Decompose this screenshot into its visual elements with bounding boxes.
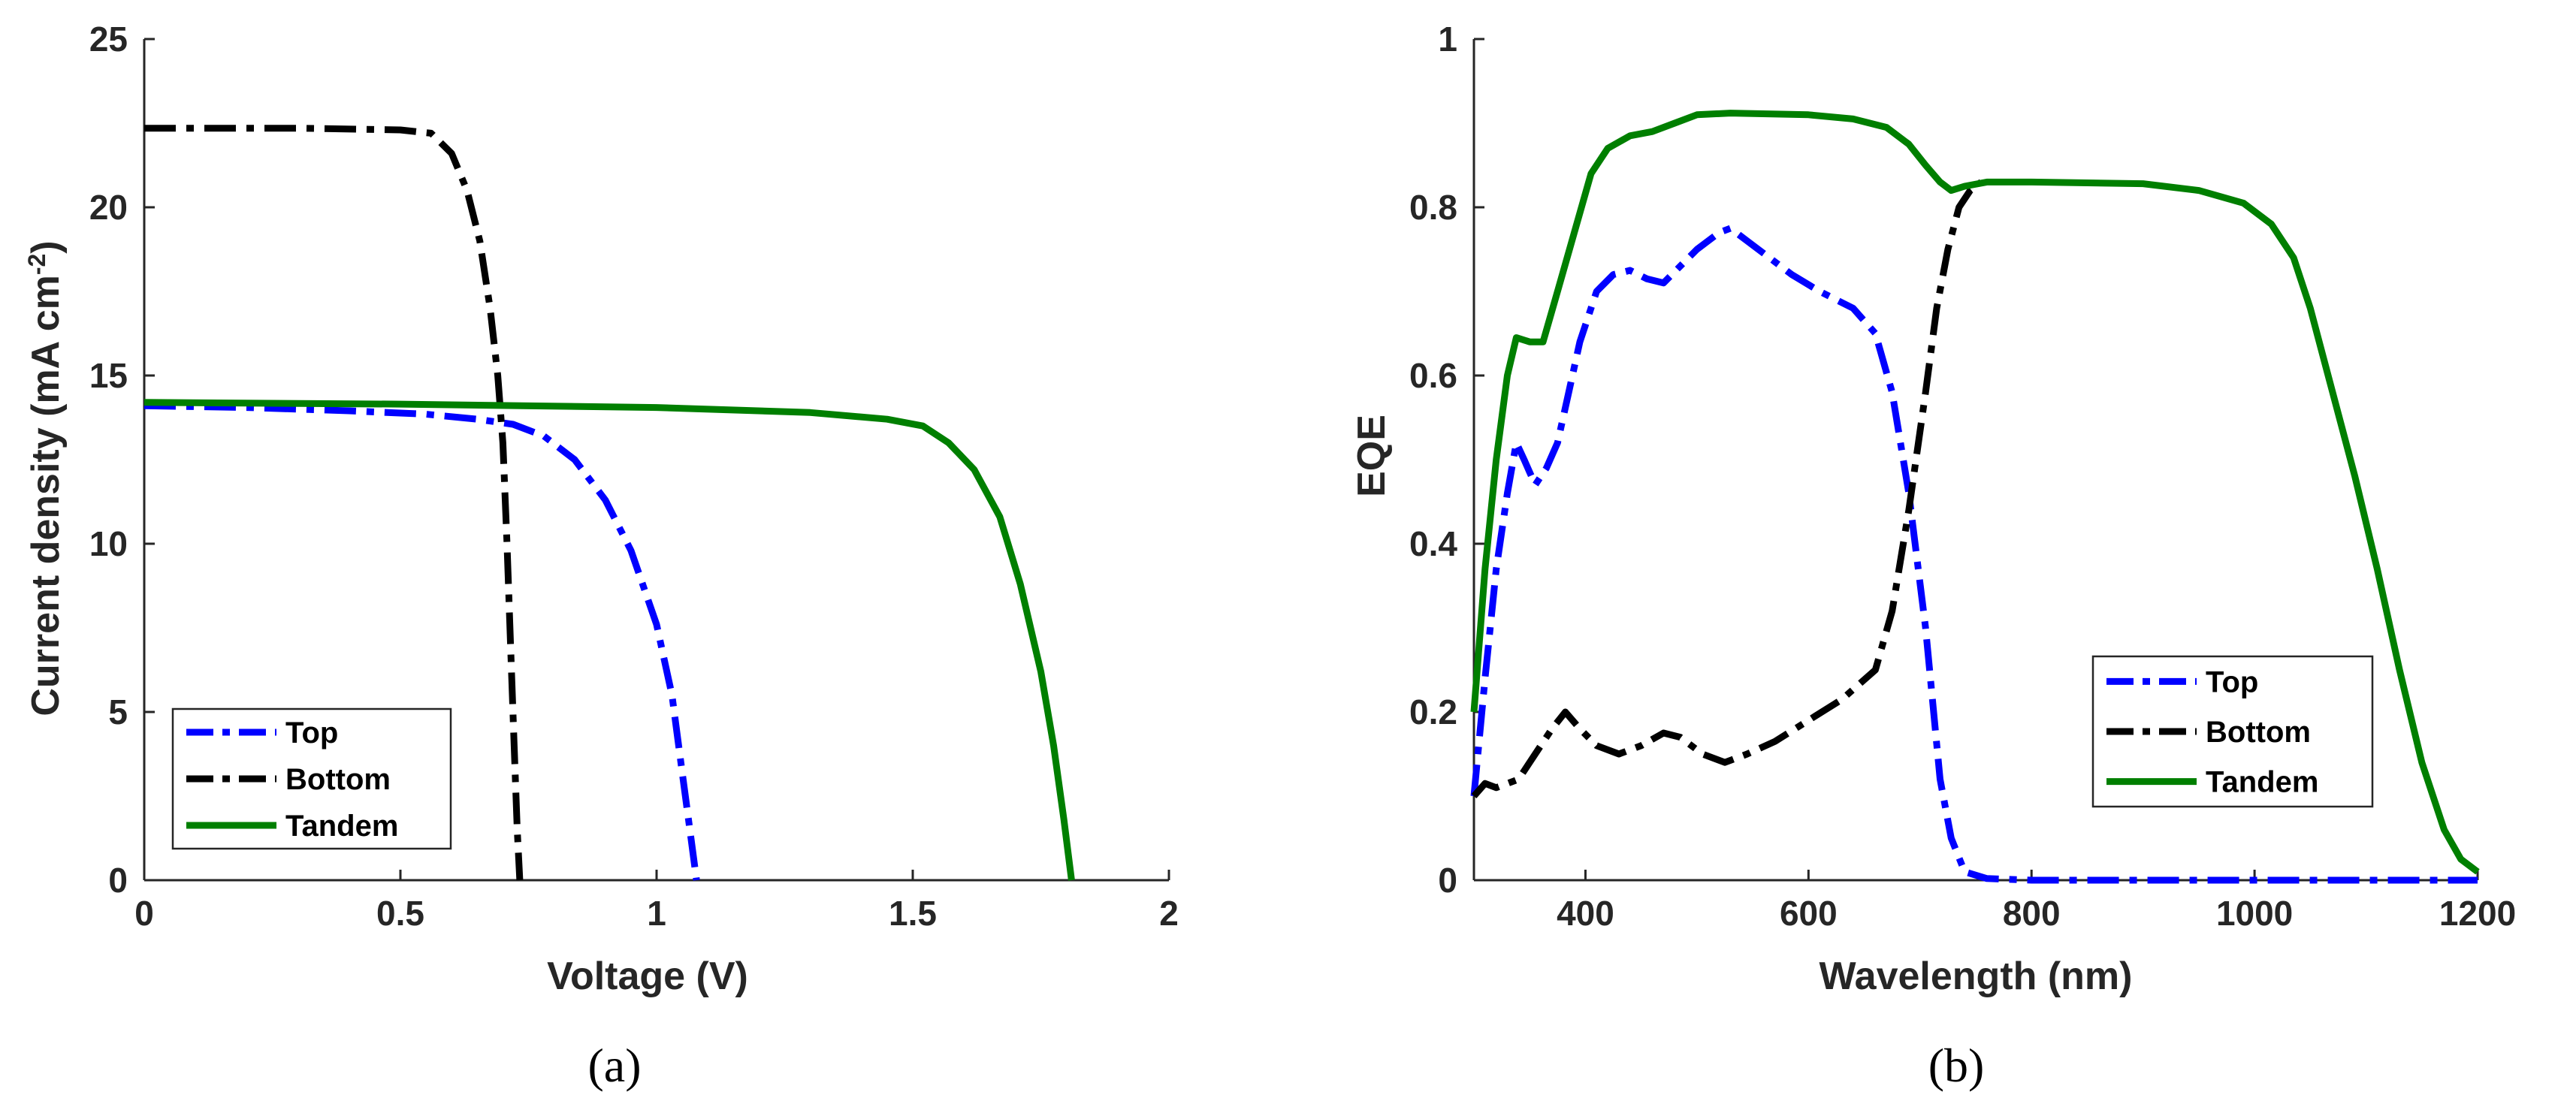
series-line-bottom-b <box>1471 179 1984 798</box>
x-axis-label-b: Wavelength (nm) <box>1820 955 2133 998</box>
y-tick-label-b: 1 <box>1438 20 1457 59</box>
legend-label-bottom-b: Bottom <box>2206 716 2311 749</box>
x-tick-label-a: 1.5 <box>889 894 937 933</box>
y-tick-label-b: 0.8 <box>1409 188 1457 227</box>
legend-label-top-a: Top <box>285 716 338 750</box>
legend-label-tandem-b: Tandem <box>2206 766 2318 799</box>
x-tick-label-b: 400 <box>1557 894 1614 933</box>
x-axis-label-a: Voltage (V) <box>547 955 748 998</box>
panel-label-a: (a) <box>587 1039 641 1092</box>
y-tick-label-a: 0 <box>108 861 128 900</box>
series-line-top-a <box>143 402 700 881</box>
x-tick-label-b: 800 <box>2003 894 2061 933</box>
series-line-tandem-a <box>143 399 1075 881</box>
x-tick-label-b: 1000 <box>2216 894 2293 933</box>
panel-label-b: (b) <box>1928 1039 1985 1092</box>
legend-label-tandem-a: Tandem <box>285 810 398 843</box>
y-tick-label-a: 5 <box>108 692 128 731</box>
chart-panel-a: Current density (mA cm-2) Voltage (V) (a… <box>23 20 1179 1092</box>
x-tick-label-a: 1 <box>647 894 666 933</box>
y-tick-label-a: 15 <box>89 356 128 395</box>
x-tick-label-b: 1200 <box>2439 894 2516 933</box>
y-tick-label-b: 0.4 <box>1409 524 1457 563</box>
legend-label-bottom-a: Bottom <box>285 763 391 796</box>
x-tick-label-a: 2 <box>1159 894 1179 933</box>
series-line-bottom-a <box>144 125 524 881</box>
y-tick-label-b: 0.6 <box>1409 356 1457 395</box>
y-tick-label-b: 0 <box>1438 861 1457 900</box>
series-line-tandem-b <box>1470 110 2480 875</box>
y-axis-label-a: Current density (mA cm-2) <box>23 240 68 716</box>
y-tick-label-a: 25 <box>89 20 128 59</box>
x-tick-label-b: 600 <box>1780 894 1838 933</box>
legend-label-top-b: Top <box>2206 665 2258 698</box>
y-tick-label-b: 0.2 <box>1409 692 1457 731</box>
y-tick-label-a: 10 <box>89 524 128 563</box>
x-tick-label-a: 0.5 <box>376 894 424 933</box>
series-line-top-b <box>1470 225 2478 884</box>
chart-panel-b: EQE Wavelength (nm) (b) 400 600 800 1000 120… <box>1350 20 2516 1092</box>
y-tick-label-a: 20 <box>89 188 128 227</box>
x-tick-label-a: 0 <box>134 894 154 933</box>
y-axis-label-b: EQE <box>1350 415 1394 497</box>
